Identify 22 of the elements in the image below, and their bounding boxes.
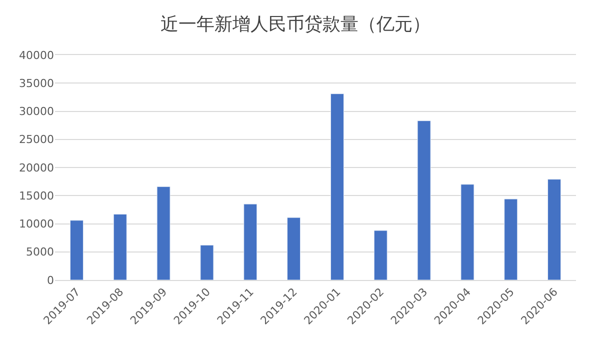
bar xyxy=(330,94,344,280)
y-tick-label: 30000 xyxy=(19,105,54,118)
bar xyxy=(113,214,127,280)
y-tick-label: 5000 xyxy=(26,246,54,259)
y-tick-label: 40000 xyxy=(19,48,54,62)
bar xyxy=(548,179,562,280)
bar xyxy=(287,217,301,280)
bar xyxy=(460,184,474,280)
y-tick-label: 15000 xyxy=(19,189,54,202)
y-tick-label: 35000 xyxy=(19,76,54,90)
bar xyxy=(156,186,170,280)
bar xyxy=(70,220,84,280)
y-tick-label: 0 xyxy=(47,274,54,287)
y-tick-label: 25000 xyxy=(19,133,54,146)
bar xyxy=(200,244,214,280)
y-tick-label: 20000 xyxy=(19,161,54,174)
bar xyxy=(504,198,518,280)
bar xyxy=(417,120,431,280)
chart-title: 近一年新增人民币贷款量（亿元） xyxy=(160,14,430,36)
bar xyxy=(244,204,258,280)
bar xyxy=(374,230,388,280)
y-tick-label: 10000 xyxy=(19,218,54,231)
